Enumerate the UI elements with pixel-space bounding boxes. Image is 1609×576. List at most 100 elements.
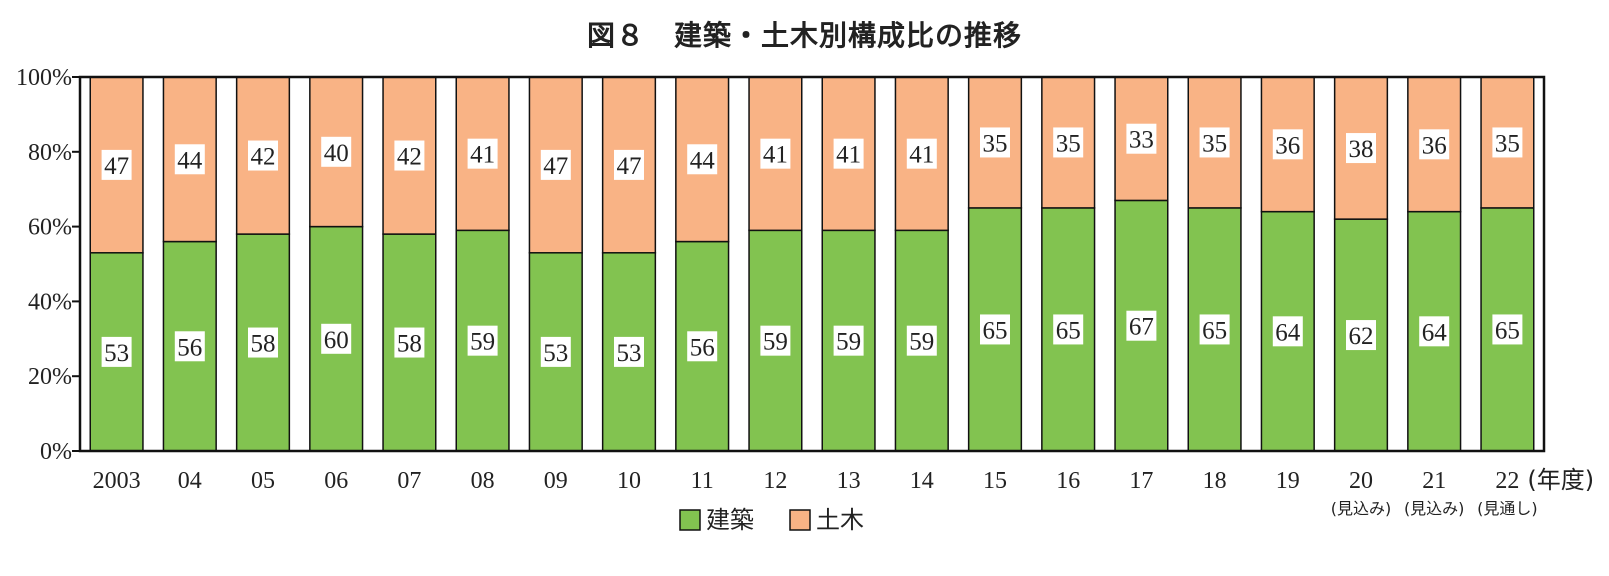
- label-kenchiku-box-05: [248, 327, 278, 358]
- x-tick-label-21: 21: [1422, 468, 1446, 494]
- label-doboku-box-15: [980, 127, 1010, 158]
- x-tick-label-19: 19: [1276, 468, 1300, 494]
- y-tick-label-3: 60%: [28, 215, 72, 241]
- x-tick-label-10: 10: [617, 468, 641, 494]
- label-kenchiku-box-04: [174, 331, 205, 362]
- x-tick-label-20: 20: [1349, 468, 1373, 494]
- x-note-label-21: (見込み): [1404, 499, 1465, 518]
- label-doboku-box-07: [394, 140, 425, 171]
- label-kenchiku-box-15: [980, 314, 1010, 345]
- label-doboku-17: 33: [1129, 127, 1154, 154]
- label-kenchiku-box-09: [540, 336, 571, 367]
- label-kenchiku-13: 59: [836, 329, 861, 356]
- label-doboku-20: 38: [1349, 136, 1374, 163]
- plot-frame: [78, 75, 1546, 453]
- label-doboku-10: 47: [617, 153, 642, 180]
- label-kenchiku-box-16: [1053, 314, 1084, 345]
- label-doboku-05: 42: [251, 144, 276, 171]
- bar-doboku-07: [382, 76, 437, 235]
- label-doboku-box-20: [1346, 133, 1376, 164]
- y-tick-label-2: 40%: [28, 289, 72, 315]
- label-kenchiku-20: 62: [1349, 323, 1374, 350]
- label-kenchiku-box-06: [321, 323, 352, 354]
- label-kenchiku-22: 65: [1495, 317, 1520, 344]
- label-kenchiku-box-17: [1126, 310, 1157, 341]
- label-kenchiku-08: 59: [470, 329, 495, 356]
- label-kenchiku-19: 64: [1275, 319, 1301, 346]
- label-doboku-22: 35: [1495, 130, 1520, 157]
- x-tick-label-08: 08: [471, 468, 495, 494]
- x-tick-label-18: 18: [1203, 468, 1227, 494]
- label-kenchiku-box-14: [906, 325, 937, 356]
- label-kenchiku-box-22: [1492, 314, 1523, 345]
- label-doboku-2003: 47: [104, 153, 129, 180]
- label-kenchiku-box-2003: [101, 336, 132, 367]
- label-kenchiku-box-20: [1346, 320, 1376, 351]
- x-note-label-22: (見通し): [1477, 499, 1538, 518]
- label-kenchiku-box-10: [614, 336, 644, 367]
- legend-swatch-1: [789, 509, 811, 531]
- x-tick-label-12: 12: [763, 468, 787, 494]
- label-kenchiku-05: 58: [251, 331, 276, 358]
- label-doboku-box-19: [1272, 129, 1303, 160]
- x-tick-label-06: 06: [324, 468, 348, 494]
- x-tick-label-14: 14: [910, 468, 934, 494]
- y-tick-label-0: 0%: [40, 439, 72, 465]
- x-tick-label-04: 04: [178, 468, 202, 494]
- label-kenchiku-box-08: [467, 325, 498, 356]
- x-unit-label: (年度): [1527, 466, 1594, 494]
- label-doboku-15: 35: [983, 130, 1008, 157]
- label-doboku-box-08: [467, 138, 498, 169]
- label-doboku-box-17: [1126, 123, 1157, 154]
- label-kenchiku-16: 65: [1056, 317, 1081, 344]
- x-tick-label-11: 11: [691, 468, 714, 494]
- x-axis: 2003 04 05 06 07 08 09 10 11 12 13 14 15 16 17 18 19 20 (見…: [93, 466, 1595, 518]
- label-kenchiku-17: 67: [1129, 314, 1154, 341]
- label-kenchiku-12: 59: [763, 329, 788, 356]
- label-doboku-box-16: [1053, 127, 1084, 158]
- label-doboku-box-2003: [101, 149, 132, 180]
- label-kenchiku-box-11: [687, 331, 718, 362]
- label-kenchiku-21: 64: [1422, 319, 1448, 346]
- label-kenchiku-2003: 53: [104, 340, 129, 367]
- x-tick-label-17: 17: [1129, 468, 1153, 494]
- label-doboku-11: 44: [690, 147, 716, 174]
- x-tick-label-16: 16: [1056, 468, 1080, 494]
- bar-doboku-13: [821, 76, 876, 232]
- label-doboku-18: 35: [1202, 130, 1227, 157]
- label-doboku-13: 41: [836, 142, 861, 169]
- label-kenchiku-box-19: [1272, 316, 1303, 347]
- bar-doboku-15: [967, 76, 1023, 209]
- chart-title: 図８ 建築・土木別構成比の推移: [586, 19, 1022, 52]
- label-kenchiku-14: 59: [909, 329, 934, 356]
- label-kenchiku-04: 56: [177, 334, 202, 361]
- label-doboku-box-11: [687, 144, 718, 175]
- label-doboku-08: 41: [470, 142, 495, 169]
- label-doboku-box-04: [174, 144, 205, 175]
- x-tick-label-15: 15: [983, 468, 1007, 494]
- label-kenchiku-10: 53: [617, 340, 642, 367]
- legend-label-1: 土木: [816, 506, 864, 534]
- label-doboku-09: 47: [543, 153, 568, 180]
- x-tick-label-2003: 2003: [93, 468, 141, 494]
- label-kenchiku-box-21: [1419, 316, 1450, 347]
- x-tick-label-09: 09: [544, 468, 568, 494]
- label-kenchiku-box-12: [760, 325, 791, 356]
- x-tick-label-22: 22: [1495, 468, 1519, 494]
- label-kenchiku-06: 60: [324, 327, 349, 354]
- x-tick-label-13: 13: [837, 468, 861, 494]
- legend: 建築 土木: [679, 506, 864, 534]
- label-doboku-06: 40: [324, 140, 349, 167]
- legend-label-0: 建築: [706, 506, 754, 534]
- legend-swatch-0: [679, 509, 701, 531]
- label-doboku-box-09: [540, 149, 571, 180]
- bars-group: 53 47 56 44 58 42 60 40 58 42 59 41 53 47 53 47 56 44 59 41…: [89, 76, 1535, 452]
- label-kenchiku-09: 53: [543, 340, 568, 367]
- y-axis: 0% 20% 40% 60% 80% 100%: [16, 65, 80, 465]
- label-doboku-box-21: [1419, 129, 1450, 160]
- label-kenchiku-18: 65: [1202, 317, 1227, 344]
- label-doboku-box-14: [906, 138, 937, 169]
- label-kenchiku-box-18: [1199, 314, 1230, 345]
- label-kenchiku-box-07: [394, 327, 425, 358]
